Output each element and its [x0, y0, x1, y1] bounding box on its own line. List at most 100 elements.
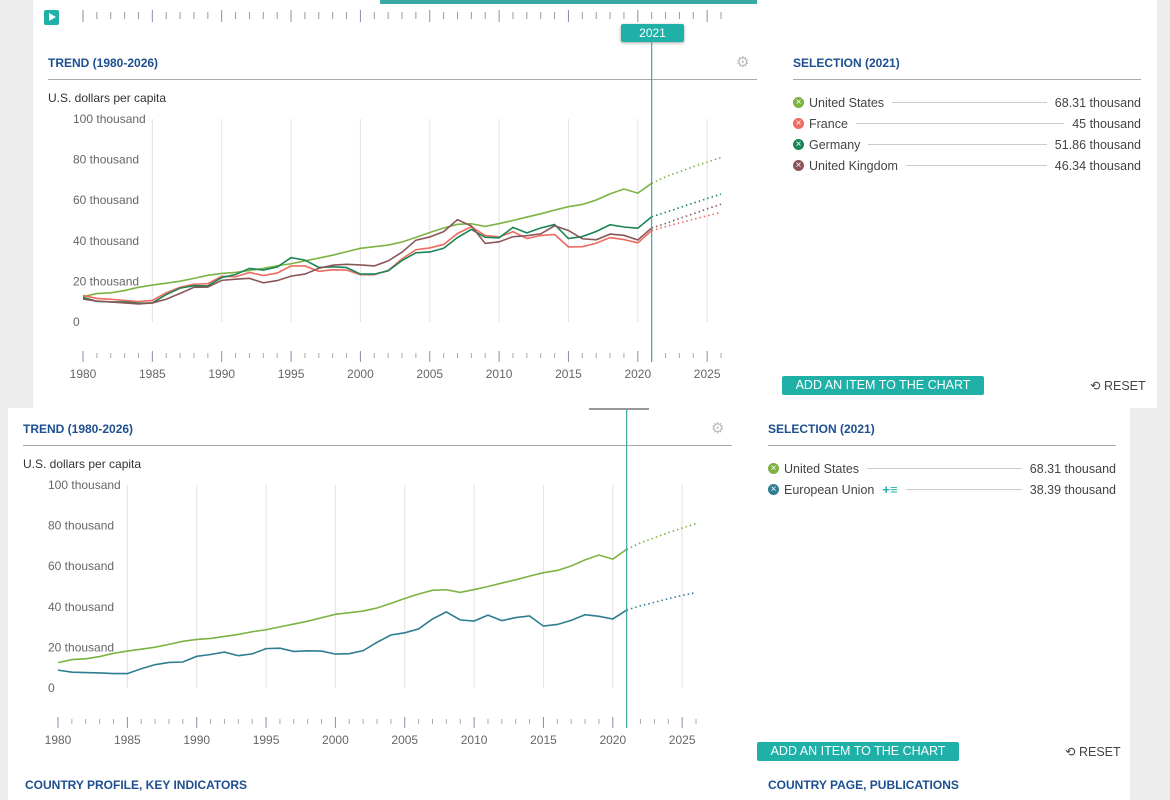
- item-label: European Union: [784, 482, 875, 497]
- timeline-slider[interactable]: [33, 0, 773, 40]
- x-tick-label: 2010: [486, 367, 513, 381]
- x-tick-label: 2005: [391, 733, 418, 747]
- y-tick-label: 40 thousand: [73, 234, 139, 248]
- x-tick-label: 2015: [555, 367, 582, 381]
- x-tick-label: 1995: [253, 733, 280, 747]
- unit-label: U.S. dollars per capita: [23, 457, 142, 471]
- trend-panel-1: 2021 TREND (1980-2026) ⚙ U.S. dollars pe…: [33, 0, 1157, 408]
- remove-icon[interactable]: ×: [793, 160, 804, 171]
- x-tick-label: 2020: [624, 367, 651, 381]
- item-value: 68.31 thousand: [1029, 461, 1116, 476]
- reset-button[interactable]: ⟲ RESET: [1065, 744, 1121, 759]
- remove-icon[interactable]: ×: [793, 118, 804, 129]
- selection-title: SELECTION (2021): [793, 56, 900, 70]
- item-value: 46.34 thousand: [1054, 158, 1141, 173]
- selection-list: × United States 68.31 thousand × France 45 th…: [793, 92, 1141, 176]
- gear-icon[interactable]: ⚙: [736, 54, 750, 71]
- x-tick-label: 2000: [347, 367, 374, 381]
- item-value: 38.39 thousand: [1029, 482, 1116, 497]
- trend-chart: 0 20 thousand 40 thousand 60 thousand 80 tho…: [70, 42, 722, 381]
- series-line-france: [82, 225, 653, 303]
- forecast-line-european-union: [626, 591, 697, 611]
- leader-line: [905, 489, 1022, 490]
- leader-line: [867, 468, 1022, 469]
- map-strip: [380, 0, 757, 4]
- forecast-line-united-kingdom: [651, 203, 722, 229]
- x-tick-label: 1995: [278, 367, 305, 381]
- remove-icon[interactable]: ×: [768, 463, 779, 474]
- add-item-button[interactable]: ADD AN ITEM TO THE CHART: [782, 376, 984, 395]
- selection-list: × United States 68.31 thousand × European Un…: [768, 458, 1116, 500]
- selection-item: × European Union +≡ 38.39 thousand: [768, 479, 1116, 500]
- x-tick-label: 1990: [183, 733, 210, 747]
- remove-icon[interactable]: ×: [768, 484, 779, 495]
- item-label: United States: [784, 461, 860, 476]
- country-page-link[interactable]: COUNTRY PAGE, PUBLICATIONS: [768, 778, 959, 792]
- x-tick-label: 1985: [139, 367, 166, 381]
- play-icon[interactable]: [44, 10, 59, 25]
- x-tick-label: 2005: [416, 367, 443, 381]
- item-label: France: [809, 116, 848, 131]
- x-tick-label: 1980: [45, 733, 72, 747]
- y-tick-label: 20 thousand: [48, 640, 114, 654]
- selection-item: × France 45 thousand: [793, 113, 1141, 134]
- y-tick-label: 0: [73, 315, 80, 329]
- slider-handle[interactable]: [589, 408, 649, 410]
- add-compare-icon[interactable]: +≡: [882, 482, 898, 497]
- x-tick-label: 2000: [322, 733, 349, 747]
- x-tick-label: 1980: [70, 367, 97, 381]
- y-tick-label: 60 thousand: [73, 193, 139, 207]
- trend-title: TREND (1980-2026): [48, 56, 159, 70]
- selection-item: × United States 68.31 thousand: [793, 92, 1141, 113]
- y-tick-label: 20 thousand: [73, 274, 139, 288]
- selection-item: × Germany 51.86 thousand: [793, 134, 1141, 155]
- item-value: 68.31 thousand: [1054, 95, 1141, 110]
- remove-icon[interactable]: ×: [793, 139, 804, 150]
- forecast-line-united-states: [626, 522, 697, 551]
- reset-label: RESET: [1078, 745, 1121, 759]
- series-line-european-union: [57, 609, 628, 675]
- trend-chart: 0 20 thousand 40 thousand 60 thousand 80 tho…: [45, 408, 697, 747]
- series-line-united-kingdom: [82, 218, 653, 305]
- year-badge[interactable]: 2021: [621, 24, 684, 42]
- unit-label: U.S. dollars per capita: [48, 91, 167, 105]
- x-tick-label: 2015: [530, 733, 557, 747]
- reset-icon: ⟲: [1090, 379, 1101, 393]
- item-label: United Kingdom: [809, 158, 898, 173]
- divider: [793, 79, 1141, 80]
- divider: [768, 445, 1116, 446]
- country-profile-link[interactable]: COUNTRY PROFILE, KEY INDICATORS: [25, 778, 248, 792]
- item-label: Germany: [809, 137, 861, 152]
- add-item-button[interactable]: ADD AN ITEM TO THE CHART: [757, 742, 959, 761]
- item-value: 45 thousand: [1072, 116, 1141, 131]
- x-tick-label: 1985: [114, 733, 141, 747]
- reset-button[interactable]: ⟲ RESET: [1090, 378, 1146, 393]
- forecast-line-france: [651, 211, 722, 232]
- gear-icon[interactable]: ⚙: [711, 420, 725, 437]
- selection-item: × United Kingdom 46.34 thousand: [793, 155, 1141, 176]
- y-tick-label: 60 thousand: [48, 559, 114, 573]
- trend-panel-2: TREND (1980-2026) ⚙ U.S. dollars per cap…: [8, 408, 1130, 800]
- item-label: United States: [809, 95, 885, 110]
- forecast-line-germany: [651, 193, 722, 218]
- series-line-united-states: [57, 548, 628, 664]
- series-line-united-states: [82, 182, 653, 298]
- x-tick-label: 2010: [461, 733, 488, 747]
- selection-item: × United States 68.31 thousand: [768, 458, 1116, 479]
- y-tick-label: 80 thousand: [73, 153, 139, 167]
- x-tick-label: 2020: [599, 733, 626, 747]
- y-tick-label: 100 thousand: [48, 478, 121, 492]
- y-tick-label: 40 thousand: [48, 600, 114, 614]
- item-value: 51.86 thousand: [1054, 137, 1141, 152]
- leader-line: [892, 102, 1047, 103]
- x-tick-label: 2025: [669, 733, 696, 747]
- leader-line: [855, 123, 1065, 124]
- remove-icon[interactable]: ×: [793, 97, 804, 108]
- leader-line: [905, 165, 1047, 166]
- y-tick-label: 0: [48, 681, 55, 695]
- divider: [48, 79, 757, 80]
- forecast-line-united-states: [651, 156, 722, 185]
- reset-label: RESET: [1103, 379, 1146, 393]
- x-tick-label: 2025: [694, 367, 721, 381]
- trend-title: TREND (1980-2026): [23, 422, 134, 436]
